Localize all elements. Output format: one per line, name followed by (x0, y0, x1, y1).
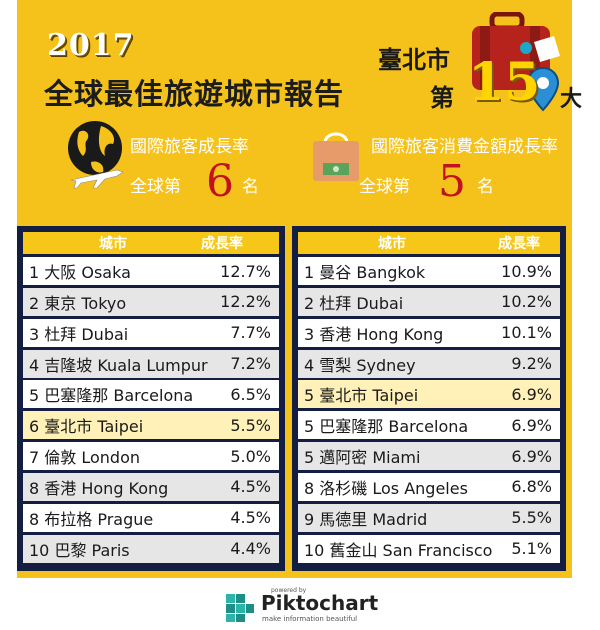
rate-cell: 12.2% (220, 292, 271, 312)
table-row: 7 倫敦 London 5.0% (23, 442, 279, 471)
column-header-rate: 成長率 (498, 236, 540, 252)
table-row: 3 杜拜 Dubai 7.7% (23, 318, 279, 347)
stat-label-visitor-growth: 國際旅客成長率 (130, 137, 249, 157)
city-cell: 1 曼谷 Bangkok (304, 263, 426, 282)
rate-cell: 7.7% (230, 323, 271, 343)
table-row: 5 巴塞隆那 Barcelona 6.9% (298, 411, 560, 440)
column-header-city: 城市 (378, 236, 406, 252)
city-cell: 5 邁阿密 Miami (304, 448, 421, 468)
city-cell: 3 杜拜 Dubai (29, 324, 129, 344)
table-row: 8 洛杉磯 Los Angeles 6.8% (298, 472, 560, 501)
table-row: 4 雪梨 Sydney 9.2% (298, 349, 560, 378)
stat-rank-visitor-growth: 6 (206, 156, 234, 207)
table-row: 2 東京 Tokyo 12.2% (23, 287, 279, 316)
city-cell: 5 臺北市 Taipei (304, 386, 419, 406)
rate-cell: 4.5% (230, 508, 271, 528)
report-year: 2017 (47, 28, 135, 63)
table-row: 4 吉隆坡 Kuala Lumpur 7.2% (23, 349, 279, 378)
powered-by-text: powered by (271, 587, 307, 594)
stat-rank-spending-growth: 5 (438, 156, 466, 207)
rate-cell: 10.1% (501, 323, 552, 343)
rate-cell: 12.7% (220, 261, 271, 281)
table-header: 城市 成長率 (23, 232, 279, 254)
table-row: 8 布拉格 Prague 4.5% (23, 503, 279, 532)
rate-cell: 6.5% (230, 384, 271, 404)
city-cell: 4 吉隆坡 Kuala Lumpur (29, 355, 208, 375)
rate-cell: 9.2% (511, 354, 552, 374)
table-row: 3 香港 Hong Kong 10.1% (298, 318, 560, 347)
rank-prefix: 第 (430, 84, 454, 112)
city-cell: 8 布拉格 Prague (29, 509, 154, 529)
rate-cell: 6.9% (511, 446, 552, 466)
column-header-rate: 成長率 (201, 236, 243, 252)
table-header: 城市 成長率 (298, 232, 560, 254)
table-row: 8 香港 Hong Kong 4.5% (23, 472, 279, 501)
city-cell: 1 大阪 Osaka (29, 263, 131, 282)
table-row: 1 大阪 Osaka 12.7% (23, 257, 279, 285)
visitor-growth-table: 城市 成長率 1 大阪 Osaka 12.7% 2 東京 Tokyo 12.2% 3… (17, 226, 285, 571)
report-title: 全球最佳旅遊城市報告 (44, 77, 345, 111)
table-row: 5 巴塞隆那 Barcelona 6.5% (23, 380, 279, 409)
city-cell: 10 巴黎 Paris (29, 540, 130, 560)
rank-suffix: 大 (560, 87, 583, 112)
stat-label-spending-growth: 國際旅客消費金額成長率 (371, 137, 558, 157)
rate-cell: 5.0% (230, 446, 271, 466)
table-row: 9 馬德里 Madrid 5.5% (298, 503, 560, 532)
stat-suffix-spending-growth: 名 (477, 177, 494, 197)
globe-plane-icon (68, 121, 124, 189)
table-row-highlighted: 6 臺北市 Taipei 5.5% (23, 411, 279, 440)
city-cell: 2 東京 Tokyo (29, 293, 127, 313)
table-row: 10 舊金山 San Francisco 5.1% (298, 534, 560, 563)
table-row: 2 杜拜 Dubai 10.2% (298, 287, 560, 316)
rate-cell: 10.2% (501, 292, 552, 312)
rate-cell: 7.2% (230, 354, 271, 374)
rate-cell: 5.5% (511, 508, 552, 528)
column-header-city: 城市 (99, 236, 127, 252)
city-cell: 7 倫敦 London (29, 448, 141, 468)
stat-suffix-visitor-growth: 名 (242, 177, 259, 197)
city-cell: 9 馬德里 Madrid (304, 509, 428, 529)
highlight-city: 臺北市 (378, 46, 450, 74)
table-row: 1 曼谷 Bangkok 10.9% (298, 257, 560, 285)
table-row: 10 巴黎 Paris 4.4% (23, 534, 279, 563)
piktochart-tagline: make information beautiful (262, 615, 358, 623)
shopping-bag-icon (313, 132, 359, 181)
rate-cell: 10.9% (501, 261, 552, 281)
location-pin-icon (526, 66, 560, 112)
rate-cell: 5.5% (230, 415, 271, 435)
rank-number: 15 (468, 52, 541, 113)
rate-cell: 4.5% (230, 477, 271, 497)
spending-growth-table: 城市 成長率 1 曼谷 Bangkok 10.9% 2 杜拜 Dubai 10.2%… (292, 226, 566, 571)
rate-cell: 6.9% (511, 384, 552, 404)
piktochart-brand[interactable]: Piktochart (261, 591, 379, 615)
stat-prefix-spending-growth: 全球第 (359, 177, 410, 197)
rate-cell: 5.1% (511, 539, 552, 559)
city-cell: 5 巴塞隆那 Barcelona (304, 417, 469, 437)
table-row: 5 邁阿密 Miami 6.9% (298, 442, 560, 471)
rate-cell: 4.4% (230, 539, 271, 559)
table-row-highlighted: 5 臺北市 Taipei 6.9% (298, 380, 560, 409)
rate-cell: 6.8% (511, 477, 552, 497)
city-cell: 5 巴塞隆那 Barcelona (29, 386, 194, 406)
city-cell: 8 香港 Hong Kong (29, 478, 169, 498)
city-cell: 3 香港 Hong Kong (304, 324, 444, 344)
piktochart-logo-icon (226, 594, 254, 622)
city-cell: 4 雪梨 Sydney (304, 355, 416, 375)
city-cell: 8 洛杉磯 Los Angeles (304, 478, 468, 498)
city-cell: 10 舊金山 San Francisco (304, 540, 493, 560)
stat-prefix-visitor-growth: 全球第 (130, 177, 181, 197)
city-cell: 2 杜拜 Dubai (304, 293, 404, 313)
rate-cell: 6.9% (511, 415, 552, 435)
city-cell: 6 臺北市 Taipei (29, 417, 144, 437)
